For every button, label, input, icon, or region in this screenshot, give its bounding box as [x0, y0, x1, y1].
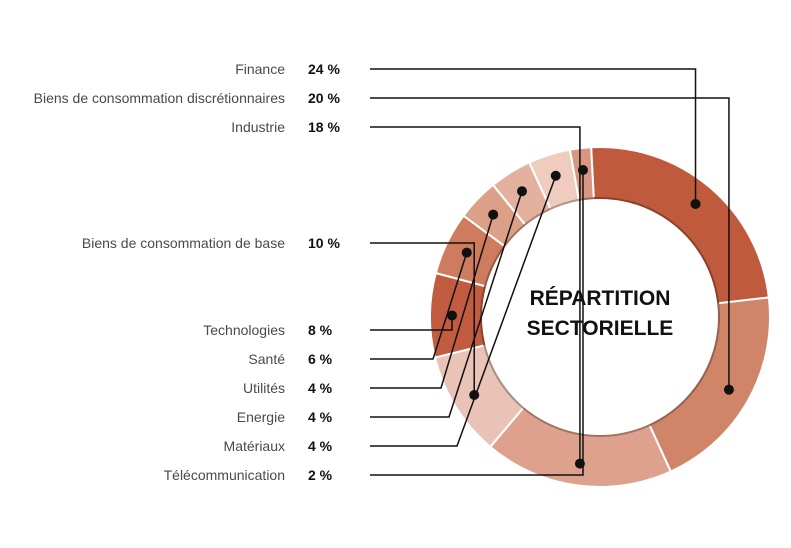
leader-materiaux	[370, 175, 557, 447]
leader-industrie	[370, 126, 581, 464]
leader-utilites	[370, 214, 494, 389]
chart-title-line-2: SECTORIELLE	[527, 317, 674, 340]
leader-sante	[370, 252, 468, 360]
leader-finance	[370, 68, 697, 204]
label-biens-de-consommation-de-base: Biens de consommation de base	[82, 235, 285, 251]
label-sante: Santé	[248, 351, 285, 367]
label-telecommunication: Télécommunication	[164, 467, 285, 483]
label-technologies: Technologies	[203, 322, 285, 338]
chart-title-line-1: RÉPARTITION	[530, 287, 671, 310]
value-utilites: 4 %	[308, 380, 333, 396]
label-utilites: Utilités	[243, 380, 285, 396]
leader-biens-de-consommation-de-base	[370, 242, 475, 395]
label-biens-de-consommation-discretionnaires: Biens de consommation discrétionnaires	[34, 90, 285, 106]
donut-hole	[482, 199, 718, 435]
slice-technologies	[429, 271, 488, 359]
leader-biens-de-consommation-discretionnaires	[370, 97, 730, 390]
label-industrie: Industrie	[231, 119, 285, 135]
label-finance: Finance	[235, 61, 285, 77]
leader-telecommunication	[370, 169, 584, 476]
value-telecommunication: 2 %	[308, 467, 333, 483]
value-industrie: 18 %	[308, 119, 340, 135]
label-materiaux: Matériaux	[224, 438, 285, 454]
value-sante: 6 %	[308, 351, 333, 367]
leader-technologies	[370, 315, 453, 331]
value-materiaux: 4 %	[308, 438, 333, 454]
slice-labels: Finance 24 % Biens de consommation discrét…	[34, 61, 341, 483]
leader-lines	[370, 68, 734, 476]
label-energie: Energie	[237, 409, 285, 425]
value-biens-de-consommation-de-base: 10 %	[308, 235, 340, 251]
value-energie: 4 %	[308, 409, 333, 425]
value-finance: 24 %	[308, 61, 340, 77]
value-biens-de-consommation-discretionnaires: 20 %	[308, 90, 340, 106]
value-technologies: 8 %	[308, 322, 333, 338]
leader-energie	[370, 190, 523, 418]
